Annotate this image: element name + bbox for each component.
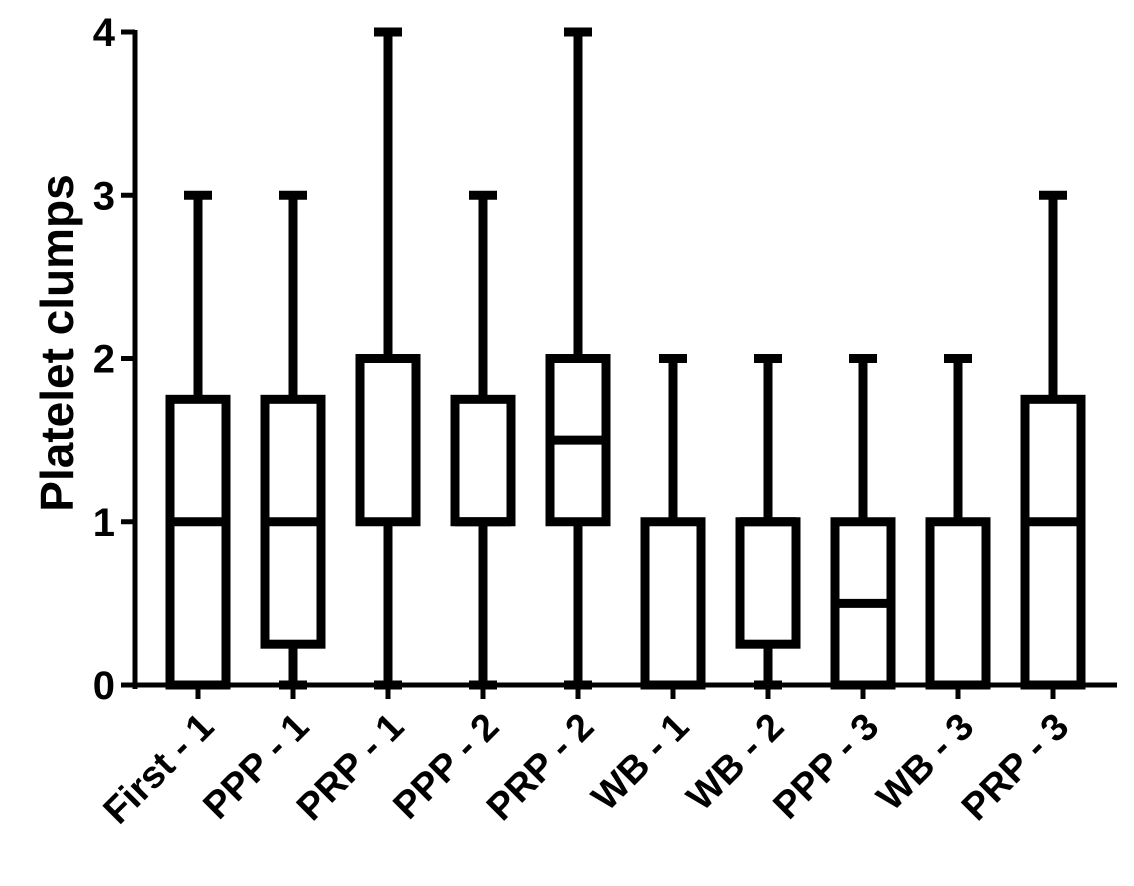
y-tick-label: 2 [93,338,115,382]
iqr-box [925,517,991,690]
iqr-box [355,354,421,527]
box-group [925,354,991,690]
y-tick-label: 1 [93,501,115,545]
box-group [450,190,516,690]
x-tick-label: First - 1 [96,706,223,833]
iqr-box [640,517,706,690]
y-axis-title: Platelet clumps [31,174,83,511]
plot-area [165,27,1086,690]
box-group [165,190,231,690]
y-tick-label: 3 [93,174,115,218]
y-tick-label: 4 [93,11,116,55]
iqr-box [450,394,516,527]
box-group [1020,190,1086,690]
x-tick-label: PPP - 3 [766,706,888,828]
box-group [640,354,706,690]
box-group [260,190,326,690]
x-tick-label: PRP - 1 [289,706,412,829]
box-group [830,354,896,690]
iqr-box [165,394,231,690]
box-group [355,27,421,690]
iqr-box [1020,394,1086,690]
x-tick-label: PRP - 3 [954,706,1077,829]
x-tick-label: PRP - 2 [479,706,602,829]
iqr-box [735,517,801,649]
box-group [545,27,611,690]
box-group [735,354,801,690]
x-tick-label: WB - 1 [584,706,697,819]
y-axis: 0 1 2 3 4 [93,11,138,708]
y-tick-label: 0 [93,664,115,708]
